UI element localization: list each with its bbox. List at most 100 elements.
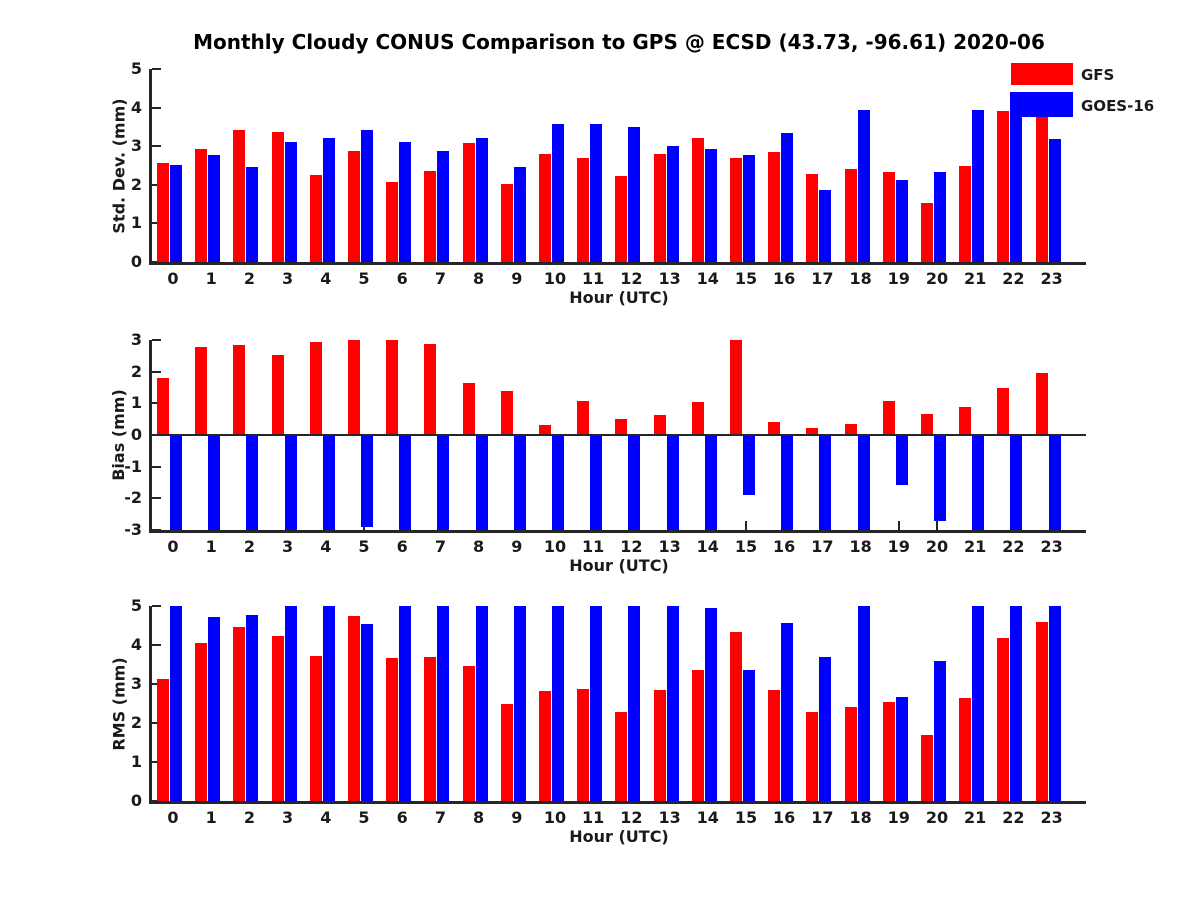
y-tick	[152, 222, 161, 225]
x-tick-label: 14	[696, 537, 719, 556]
bar-goes-16-h16	[781, 133, 794, 262]
bar-gfs-h22	[997, 388, 1010, 435]
bar-goes-16-h23	[1048, 606, 1061, 801]
bar-gfs-h14	[691, 670, 704, 801]
y-tick	[152, 761, 161, 763]
bar-goes-16-h23	[1048, 435, 1061, 530]
x-tick-label: 23	[1040, 269, 1063, 288]
x-tick-label: 9	[511, 269, 523, 288]
x-tick-label: 13	[658, 537, 681, 556]
y-tick-label: -3	[124, 520, 142, 539]
x-tick-label: 23	[1040, 808, 1063, 827]
y-tick-label: 1	[130, 213, 142, 233]
y-tick	[152, 497, 161, 500]
bar-gfs-h5	[348, 616, 360, 801]
y-axis-line	[149, 69, 152, 265]
y-axis-line	[149, 340, 152, 533]
bar-goes-16-h15	[743, 155, 755, 262]
bar-goes-16-h2	[246, 435, 259, 530]
x-tick-label: 15	[734, 537, 758, 556]
bar-gfs-h8	[462, 383, 475, 435]
x-tick-label: 22	[1002, 269, 1025, 288]
y-tick	[152, 644, 161, 646]
bar-goes-16-h11	[590, 435, 603, 530]
bar-goes-16-h10	[552, 435, 564, 530]
y-tick	[152, 722, 161, 724]
x-axis-label: Hour (UTC)	[569, 288, 669, 307]
bar-goes-16-h2	[246, 614, 259, 801]
bar-goes-16-h20	[934, 435, 946, 522]
bar-goes-16-h17	[819, 657, 832, 801]
bar-goes-16-h8	[475, 137, 488, 262]
x-tick-label: 15	[734, 808, 758, 827]
bar-goes-16-h9	[513, 166, 526, 262]
x-tick-label: 11	[582, 808, 605, 827]
y-tick	[152, 183, 161, 186]
x-tick-label: 9	[511, 537, 523, 556]
bar-goes-16-h7	[437, 606, 450, 801]
bar-gfs-h18	[844, 168, 857, 262]
y-tick-label: 0	[130, 791, 142, 810]
bar-gfs-h13	[653, 415, 666, 435]
x-tick-label: 2	[243, 269, 255, 288]
x-tick-label: 0	[167, 808, 179, 827]
bar-gfs-h19	[882, 400, 895, 435]
bar-goes-16-h6	[399, 435, 412, 530]
bar-goes-16-h10	[552, 123, 564, 262]
y-tick-label: -2	[124, 488, 142, 508]
bar-gfs-h20	[921, 203, 933, 262]
bar-goes-16-h0	[170, 165, 182, 262]
bar-goes-16-h11	[590, 123, 603, 262]
bar-gfs-h19	[882, 701, 895, 801]
bar-goes-16-h4	[322, 435, 335, 530]
y-tick-label: 3	[130, 674, 142, 693]
bar-gfs-h2	[233, 626, 246, 801]
bar-gfs-h11	[577, 401, 590, 435]
bar-gfs-h16	[768, 689, 781, 801]
x-tick-label: 8	[473, 808, 485, 827]
x-tick	[897, 521, 900, 530]
bar-goes-16-h20	[934, 171, 946, 262]
bar-gfs-h13	[653, 153, 666, 262]
x-tick-label: 4	[320, 537, 332, 556]
x-tick-label: 23	[1040, 537, 1063, 556]
bar-gfs-h14	[691, 402, 704, 435]
bar-goes-16-h18	[857, 606, 870, 801]
x-tick-label: 13	[658, 269, 681, 288]
x-tick-label: 12	[620, 537, 643, 556]
zero-line	[152, 434, 1086, 436]
x-tick-label: 17	[811, 537, 834, 556]
bar-goes-16-h7	[437, 151, 450, 262]
y-tick-label: 3	[130, 136, 142, 156]
bar-gfs-h5	[348, 151, 360, 262]
x-tick-label: 1	[205, 808, 217, 827]
x-tick-label: 18	[849, 269, 872, 288]
x-tick-label: 6	[396, 269, 408, 288]
y-tick-label: 1	[130, 393, 142, 413]
bar-gfs-h4	[309, 175, 322, 262]
bar-goes-16-h22	[1010, 435, 1023, 530]
y-axis-label: Bias (mm)	[109, 389, 128, 481]
bar-gfs-h3	[271, 354, 284, 435]
subplot-bias: 0 1 2 3 4 5 6 7 8 9 10 11 12 13 14 15 16 17 18 19 20 21 22 23 3 2…	[109, 330, 1086, 575]
x-tick-label: 1	[205, 537, 217, 556]
bar-gfs-h5	[348, 340, 360, 435]
bar-goes-16-h1	[208, 155, 221, 262]
x-tick-label: 21	[964, 269, 987, 288]
bar-goes-16-h10	[552, 606, 564, 801]
bar-gfs-h21	[959, 407, 972, 435]
x-tick-label: 10	[543, 537, 567, 556]
bar-gfs-h4	[309, 341, 322, 435]
bar-gfs-h12	[615, 419, 628, 435]
bar-gfs-h23	[1035, 116, 1048, 262]
x-tick-label: 0	[167, 269, 179, 288]
bar-gfs-h22	[997, 638, 1010, 801]
bar-goes-16-h8	[475, 435, 488, 530]
bar-goes-16-h7	[437, 435, 450, 530]
bar-gfs-h13	[653, 689, 666, 801]
bar-gfs-h23	[1035, 622, 1048, 801]
bar-goes-16-h17	[819, 435, 832, 530]
bar-goes-16-h6	[399, 142, 412, 262]
bar-goes-16-h19	[895, 697, 908, 801]
x-tick-label: 14	[696, 269, 719, 288]
